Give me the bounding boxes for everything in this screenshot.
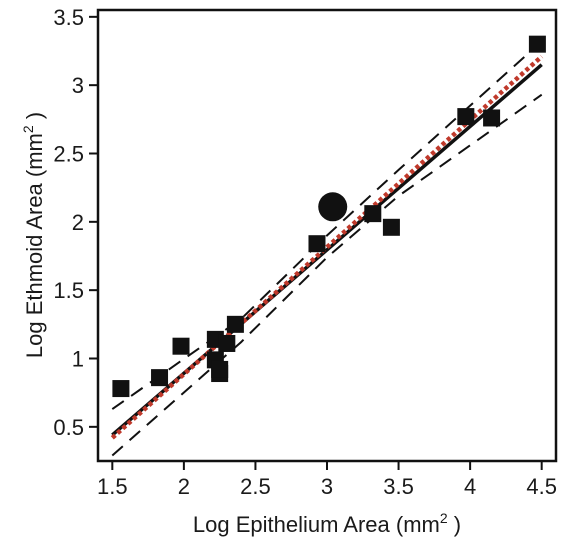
data-point [172,337,190,355]
x-tick-label: 2.5 [240,474,271,499]
data-point [151,369,169,387]
y-tick-label: 3.5 [53,5,84,30]
data-point [364,205,382,223]
y-tick-label: 2 [72,210,84,235]
data-point [112,380,130,398]
fit-lines [110,40,544,457]
y-tick-label: 1.5 [53,278,84,303]
x-tick-label: 2 [178,474,190,499]
y-tick-label: 2.5 [53,142,84,167]
regression-line [111,63,543,437]
x-axis-ticks: 1.5 2 2.5 3 3.5 4 4.5 [97,461,557,499]
y-axis-title: Log Ethmoid Area (mm2 ) [20,112,47,358]
data-point [382,218,400,236]
data-point [218,334,236,352]
y-axis-ticks: 0.5 1 1.5 2 2.5 3 3.5 [53,5,98,440]
data-point [226,315,244,333]
data-point [211,360,229,378]
confidence-band-line [111,40,543,410]
x-tick-label: 3.5 [383,474,414,499]
x-tick-label: 3 [321,474,333,499]
data-point [528,35,546,53]
data-point [483,109,501,127]
x-axis-title: Log Epithelium Area (mm2 ) [193,510,461,537]
data-point [308,235,326,253]
y-tick-label: 1 [72,347,84,372]
x-tick-label: 1.5 [97,474,128,499]
reference-line [110,54,544,440]
data-point-circle [318,192,348,222]
y-tick-label: 3 [72,73,84,98]
data-points [112,35,546,398]
data-point [457,108,475,126]
confidence-band-line [111,93,543,457]
x-tick-label: 4 [464,474,476,499]
y-tick-label: 0.5 [53,415,84,440]
x-tick-label: 4.5 [526,474,557,499]
